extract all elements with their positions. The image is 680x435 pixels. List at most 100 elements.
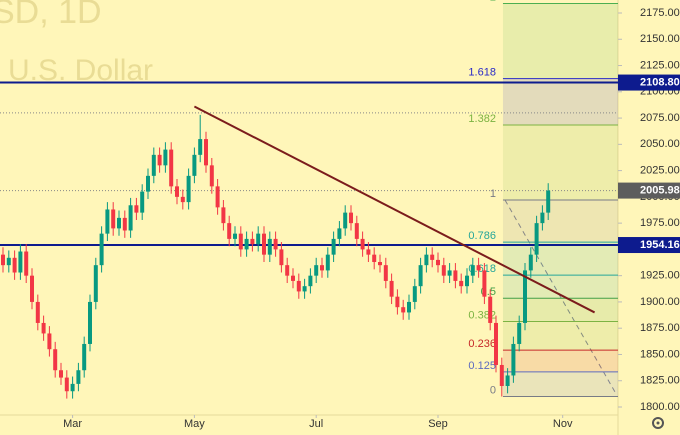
x-tick-label: Nov [553,418,573,430]
x-tick-label: Jul [309,418,323,430]
candle-body [366,249,371,255]
candle-body [169,149,174,187]
candle-body [372,254,377,263]
candle-body [441,265,446,276]
candle-body [227,223,232,239]
candle-body [215,186,220,208]
candle-body [267,238,272,255]
fib-label: 0.786 [468,230,496,242]
candle-body [389,280,394,297]
fib-label: 0.618 [468,263,496,275]
candle-body [175,186,179,197]
candle-body [105,209,110,234]
candle-body [59,370,63,378]
candle-body [18,251,23,273]
candle-body [499,364,504,386]
candle-body [163,149,168,166]
fib-label: 0.236 [468,338,496,350]
y-tick-label: 2125.00 [640,59,680,71]
fib-zone [502,321,618,351]
candle-body [447,270,452,276]
y-tick-label: 2075.00 [640,112,680,124]
candle-body [244,238,249,250]
fib-zone [502,124,618,201]
candle-body [302,286,307,292]
candle-body [151,154,156,176]
fib-zone [502,350,618,372]
fib-label: 1.618 [468,67,496,79]
y-tick-label: 2050.00 [640,138,680,150]
candle-body [233,233,237,239]
y-tick-label: 2175.00 [640,7,680,19]
y-tick-label: 1800.00 [640,401,680,413]
candle-body [198,139,203,155]
candle-body [88,301,92,344]
candle-body [459,280,464,287]
fib-zone [502,242,618,276]
y-tick-label: 1850.00 [640,348,680,360]
candle-body [482,270,487,297]
fib-zone [502,371,618,397]
fib-zone [502,200,618,243]
candle-body [360,238,365,250]
candle-body [35,301,40,323]
candle-body [12,257,17,273]
candle-body [204,139,208,166]
candle-body [308,275,313,287]
candle-body [517,322,522,344]
candle-body [430,254,435,260]
candle-body [180,196,185,203]
candle-body [64,377,69,392]
candle-body [424,254,429,266]
y-tick-label: 1900.00 [640,296,680,308]
candle-body [53,349,58,371]
candle-body [470,265,475,276]
candle-body [76,370,81,384]
candle-body [30,275,34,302]
price-box-label: 2108.80 [640,76,680,88]
candle-body [528,254,533,271]
candle-body [418,265,423,287]
candle-body [140,191,145,213]
candle-body [93,265,98,302]
candle-body [453,270,458,281]
fib-label: 1.382 [468,113,496,125]
candle-body [221,207,226,224]
candle-body [383,265,388,281]
price-box-label: 2005.98 [640,184,680,196]
price-box-label: 1954.16 [640,239,680,251]
candle-body [494,322,498,365]
y-tick-label: 1825.00 [640,375,680,387]
fib-label: 0.125 [468,360,496,372]
candle-body [325,254,330,271]
candle-body [314,265,319,276]
watermark: SD, 1D [0,0,102,31]
candle-body [378,262,382,266]
candle-body [186,175,191,203]
y-tick-label: 1875.00 [640,322,680,334]
candle-body [262,233,266,255]
candle-body [128,205,133,231]
y-tick-label: 1975.00 [640,217,680,229]
candle-body [488,296,493,323]
candle-body [285,265,290,276]
candle-body [209,165,214,187]
price-box [618,74,680,91]
candle-body [111,209,116,229]
candle-body [279,249,284,266]
candle-body [24,251,29,276]
trendline [193,105,596,314]
settings-icon[interactable] [652,417,664,429]
candle-body [146,175,150,192]
candle-body [511,343,516,376]
x-tick-label: Sep [428,418,448,430]
candle-body [465,275,469,287]
price-box [618,182,680,199]
price-box [618,237,680,254]
candle-body [291,275,295,281]
candle-body [47,333,52,350]
fib-label: 0 [490,384,496,396]
candle-body [476,265,481,271]
candle-body [540,212,545,224]
